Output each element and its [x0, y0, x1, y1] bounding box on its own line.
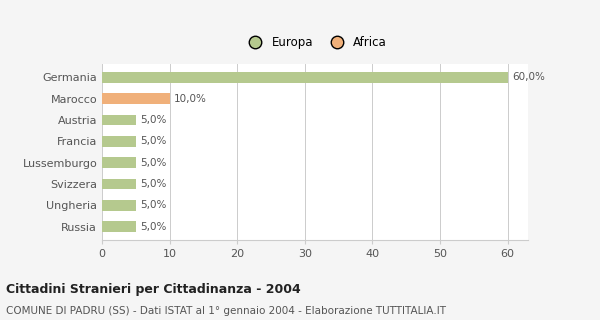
Text: COMUNE DI PADRU (SS) - Dati ISTAT al 1° gennaio 2004 - Elaborazione TUTTITALIA.I: COMUNE DI PADRU (SS) - Dati ISTAT al 1° …: [6, 306, 446, 316]
Text: Cittadini Stranieri per Cittadinanza - 2004: Cittadini Stranieri per Cittadinanza - 2…: [6, 283, 301, 296]
Bar: [102, 72, 508, 83]
Text: 5,0%: 5,0%: [140, 179, 166, 189]
Text: 5,0%: 5,0%: [140, 200, 166, 210]
Text: 5,0%: 5,0%: [140, 158, 166, 168]
Legend: Europa, Africa: Europa, Africa: [238, 31, 392, 54]
Text: 5,0%: 5,0%: [140, 115, 166, 125]
Text: 5,0%: 5,0%: [140, 136, 166, 146]
Text: 10,0%: 10,0%: [173, 94, 206, 104]
Bar: [102, 115, 136, 125]
Bar: [102, 157, 136, 168]
Bar: [102, 221, 136, 232]
Bar: [102, 93, 170, 104]
Text: 5,0%: 5,0%: [140, 222, 166, 232]
Bar: [102, 200, 136, 211]
Bar: [102, 179, 136, 189]
Text: 60,0%: 60,0%: [512, 72, 545, 82]
Bar: [102, 136, 136, 147]
